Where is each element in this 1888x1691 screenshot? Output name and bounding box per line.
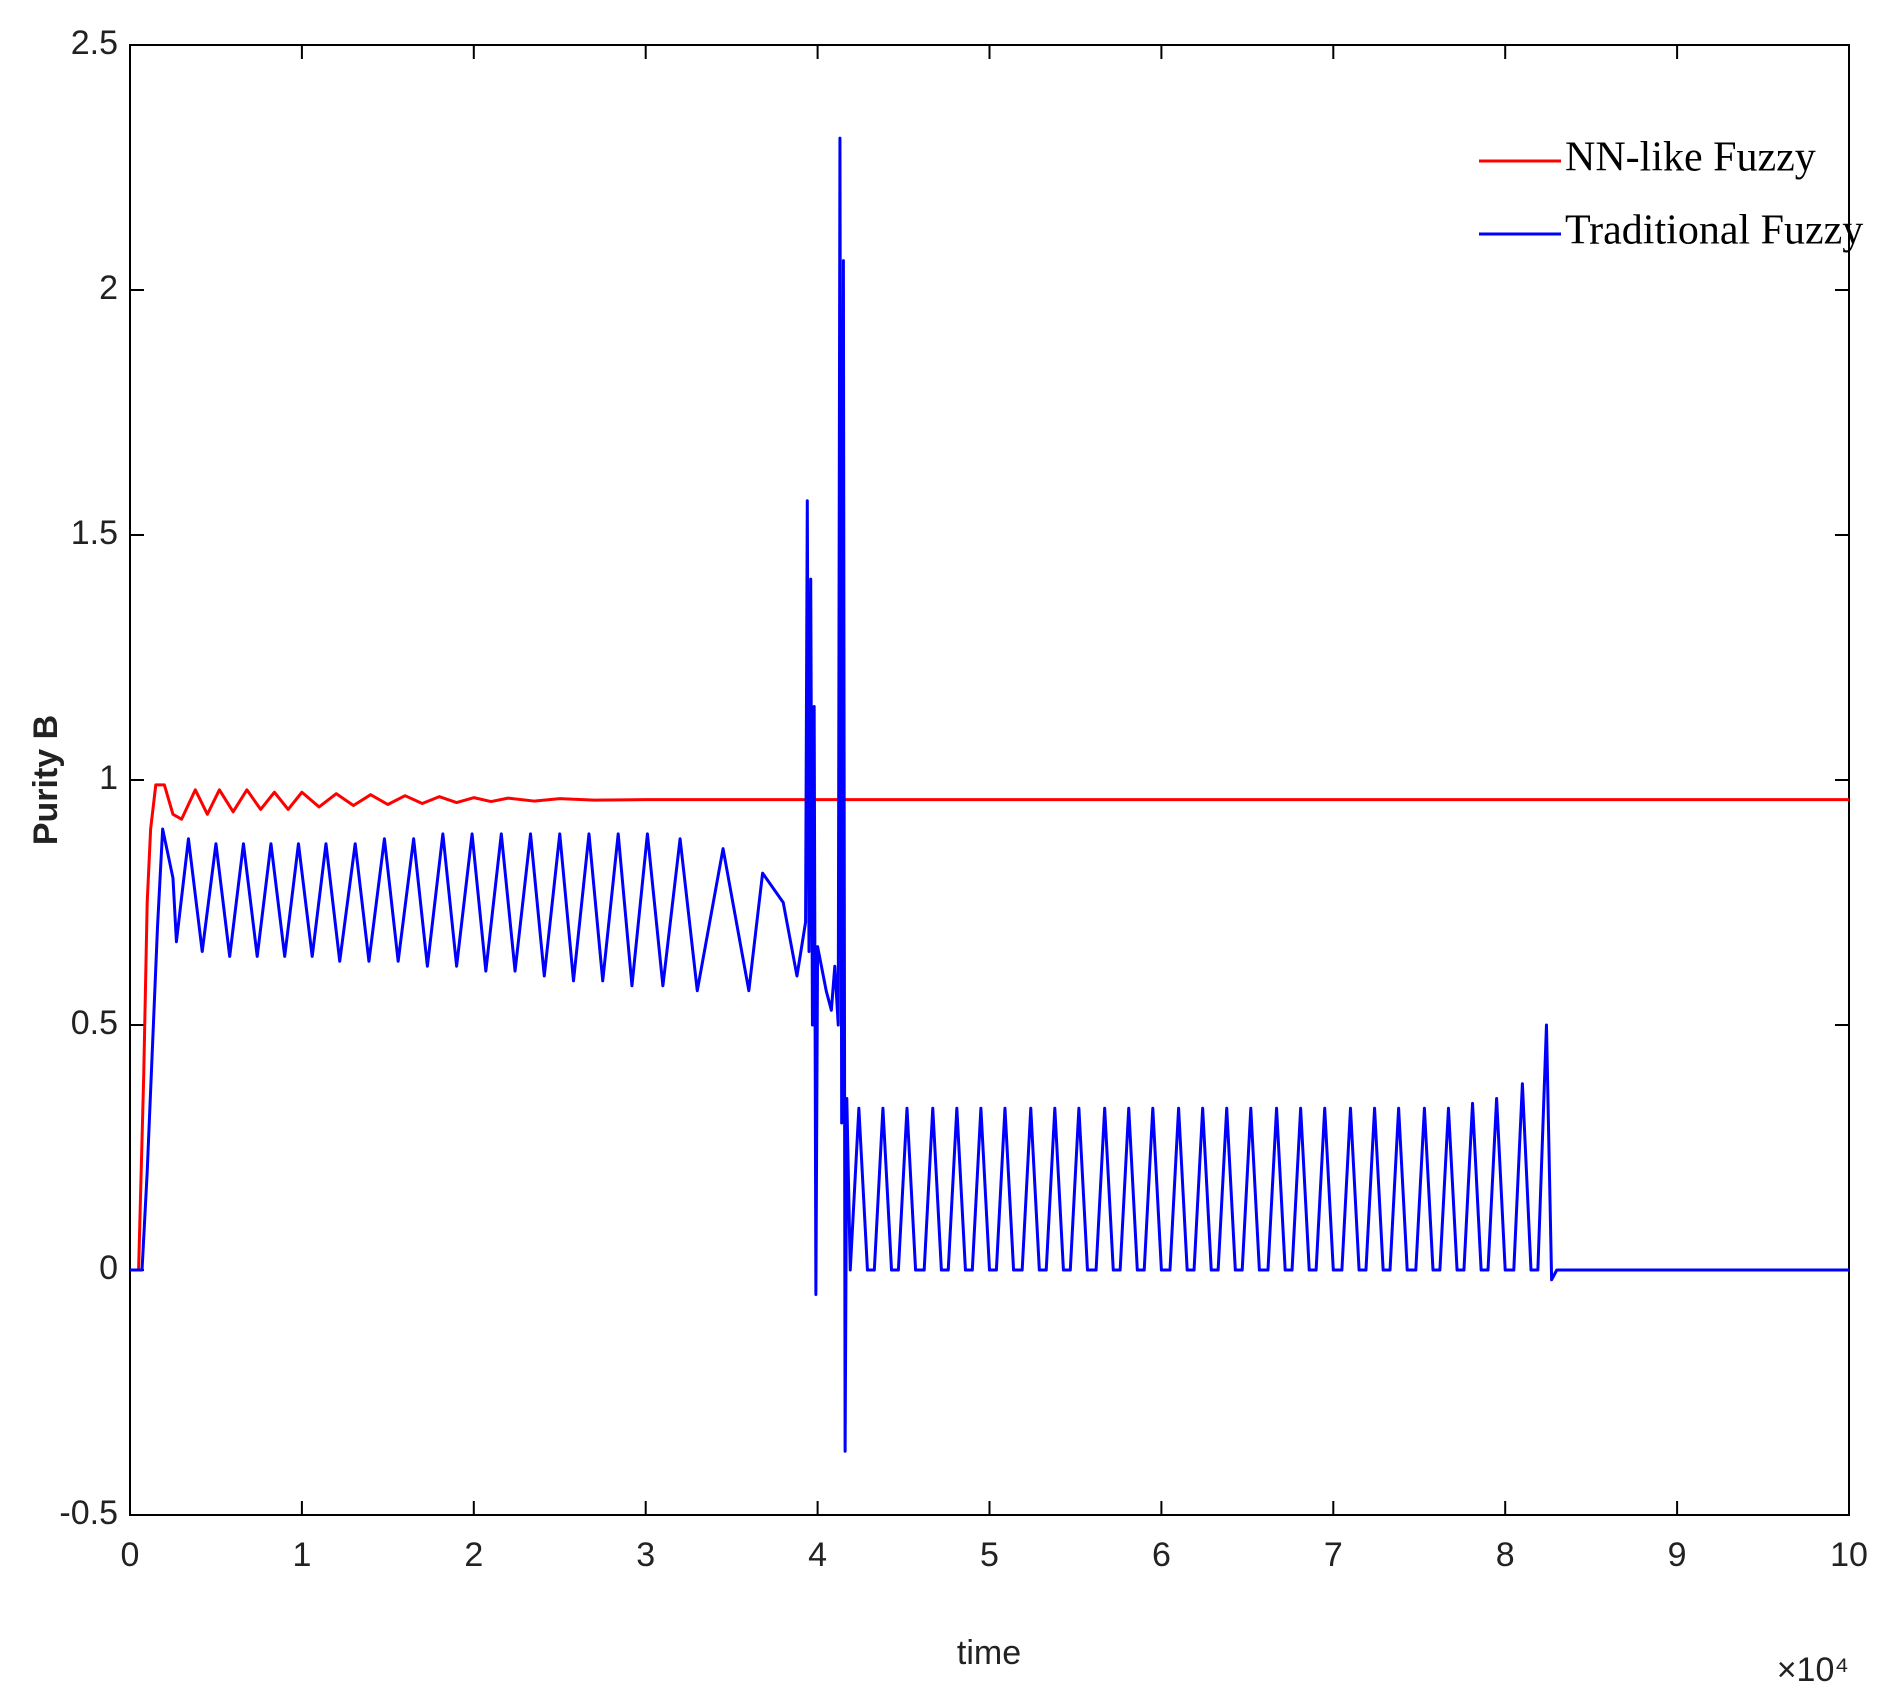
y-tick-label: -0.5 bbox=[59, 1494, 118, 1532]
legend-label: Traditional Fuzzy bbox=[1565, 208, 1863, 254]
x-tick-label: 9 bbox=[1668, 1536, 1687, 1574]
y-tick-label: 2.5 bbox=[71, 24, 118, 62]
y-tick-label: 1.5 bbox=[71, 514, 118, 552]
y-tick-label: 0.5 bbox=[71, 1004, 118, 1042]
y-tick-label: 0 bbox=[99, 1249, 118, 1287]
x-tick-label: 3 bbox=[636, 1536, 655, 1574]
x-tick-label: 5 bbox=[980, 1536, 999, 1574]
x-tick-label: 7 bbox=[1324, 1536, 1343, 1574]
x-multiplier: ×10⁴ bbox=[1777, 1651, 1849, 1689]
x-tick-label: 1 bbox=[292, 1536, 311, 1574]
x-tick-label: 0 bbox=[121, 1536, 140, 1574]
data-line bbox=[130, 783, 1849, 1272]
x-tick-label: 8 bbox=[1496, 1536, 1515, 1574]
x-axis-label: time bbox=[957, 1634, 1021, 1672]
x-tick-label: 6 bbox=[1152, 1536, 1171, 1574]
x-tick-label: 2 bbox=[464, 1536, 483, 1574]
y-tick-label: 1 bbox=[99, 759, 118, 797]
legend-label: NN-like Fuzzy bbox=[1565, 135, 1816, 181]
y-axis-label: Purity B bbox=[27, 715, 65, 845]
plot-frame bbox=[129, 44, 1850, 1516]
x-tick-label: 10 bbox=[1830, 1536, 1868, 1574]
y-tick-label: 2 bbox=[99, 269, 118, 307]
data-line bbox=[130, 136, 1849, 1453]
x-tick-label: 4 bbox=[808, 1536, 827, 1574]
